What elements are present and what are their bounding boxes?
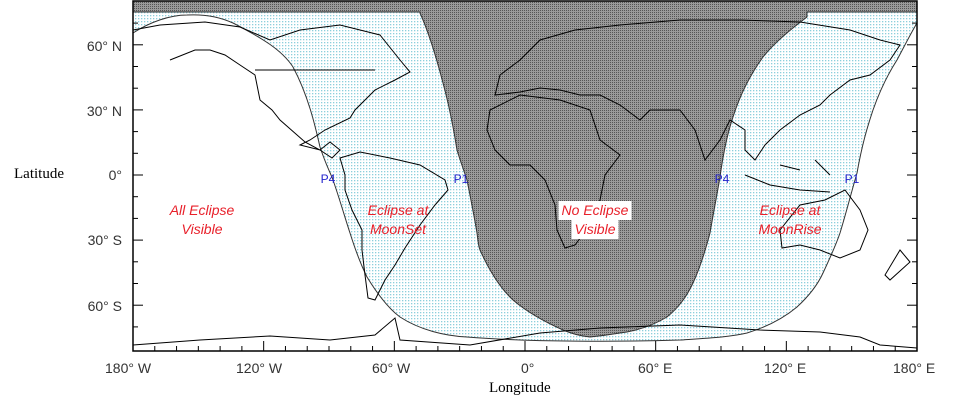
antarctica-outline [132,317,918,349]
no-eclipse-region [132,0,918,338]
indonesia-outline [744,159,831,193]
eurasia-outline [494,19,901,162]
label-line: Visible [571,220,619,239]
x-tick-label: 120° E [764,360,807,376]
label-line: MoonRise [758,221,822,237]
x-tick-label: 0° [521,360,535,376]
label-eclipse-at-moonset: Eclipse at MoonSet [368,201,429,239]
new-zealand-outline [884,249,911,281]
south-america-outline [339,151,449,301]
axis-ticks [132,22,918,351]
x-tick-label: 60° W [372,360,411,376]
y-tick-label: 30° S [87,232,122,248]
x-tick-label: 120° W [236,360,283,376]
label-line: Eclipse at [759,202,821,218]
x-axis-title: Longitude [489,380,551,396]
y-tick-label: 60° S [87,298,122,314]
contact-p1-east: P1 [844,172,860,186]
label-line: Visible [181,221,223,237]
y-tick-labels: 60° N 30° N 0° 30° S 60° S [60,0,122,420]
x-tick-label: 180° E [893,360,936,376]
y-tick-label: 60° N [86,38,122,54]
label-line: All Eclipse [169,202,235,218]
africa-outline [486,94,621,249]
north-america-outline [132,21,411,159]
label-line: Eclipse at [367,202,429,218]
x-tick-label: 60° E [638,360,673,376]
label-all-eclipse-visible: All Eclipse Visible [170,201,235,239]
y-axis-title: Latitude [14,166,64,182]
label-line: No Eclipse [558,201,632,220]
label-eclipse-at-moonrise: Eclipse at MoonRise [758,201,821,239]
x-tick-label: 180° W [105,360,152,376]
y-tick-label: 30° N [86,103,122,119]
contact-p1-west: P1 [453,172,469,186]
contact-p4-east: P4 [714,172,730,186]
australia-outline [779,189,869,259]
coastlines [132,19,918,349]
y-tick-label: 0° [108,167,122,183]
label-no-eclipse-visible: No Eclipse Visible [558,201,632,239]
label-line: MoonSet [369,221,427,237]
contact-p4-west: P4 [320,172,336,186]
